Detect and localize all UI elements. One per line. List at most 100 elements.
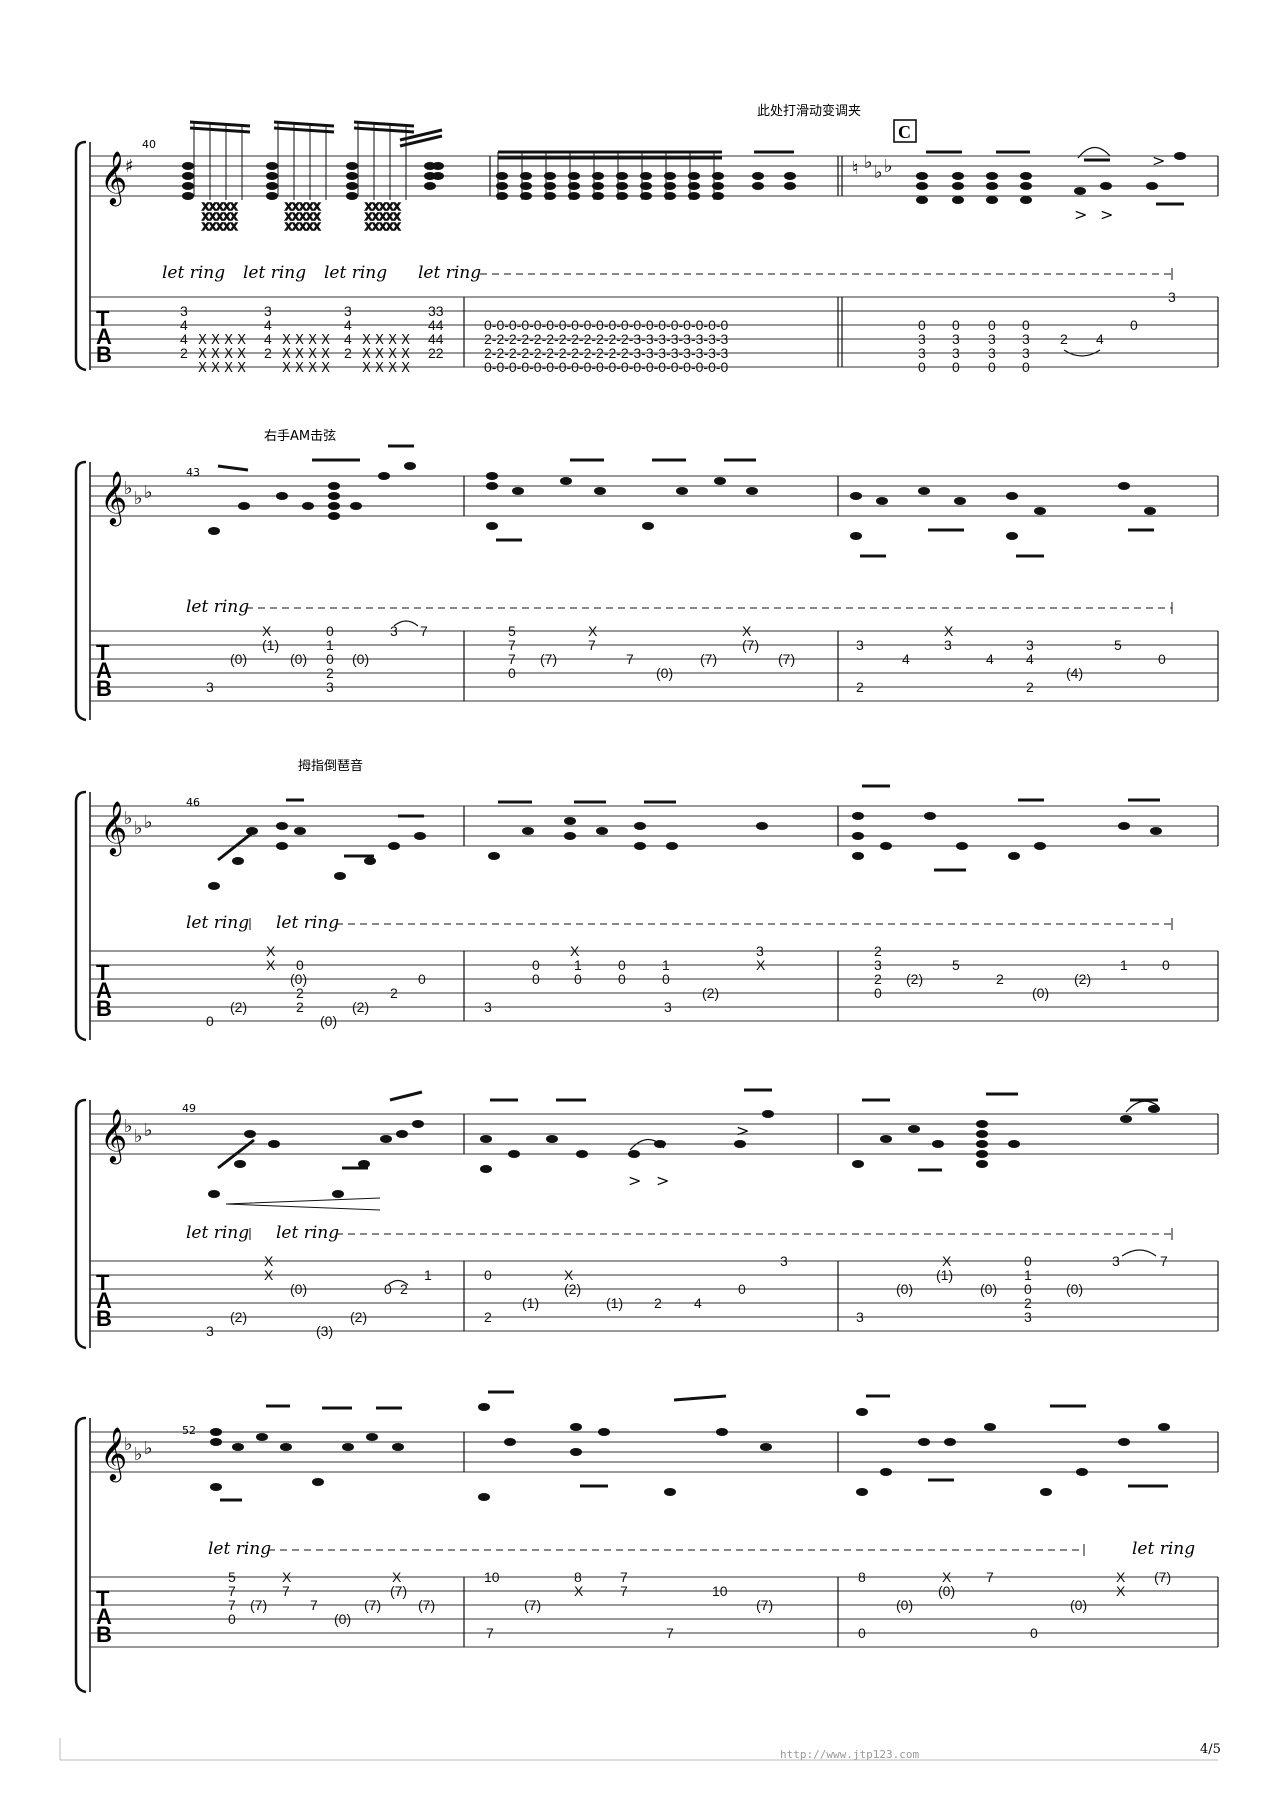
svg-text:xxxxx: xxxxx: [202, 209, 238, 223]
svg-text:4: 4: [180, 317, 188, 333]
tab-label: A: [96, 1288, 112, 1313]
tab-label: T: [96, 1270, 110, 1295]
svg-text:0: 0: [228, 1611, 236, 1627]
svg-text:X: X: [942, 1253, 952, 1269]
svg-text:X X X X: X X X X: [282, 361, 330, 376]
svg-text:X: X: [264, 1253, 274, 1269]
measure-number: 46: [186, 796, 200, 809]
tab-label: B: [96, 1622, 112, 1647]
svg-text:5: 5: [952, 957, 960, 973]
accent-icon: >: [1074, 205, 1087, 224]
svg-text:X: X: [564, 1267, 574, 1283]
svg-text:0: 0: [618, 971, 626, 987]
svg-text:(0): (0): [230, 651, 247, 667]
svg-text:7: 7: [228, 1597, 236, 1613]
flat-icon: ♭: [144, 482, 153, 503]
svg-text:2: 2: [344, 345, 352, 361]
svg-text:3: 3: [856, 637, 864, 653]
tab-label: B: [96, 996, 112, 1021]
svg-text:(4): (4): [1066, 665, 1083, 681]
system-4: 𝄞 ♭ ♭ ♭ 49 > > > let ring let ring: [74, 1088, 1219, 1350]
svg-text:4: 4: [902, 651, 910, 667]
treble-clef-icon: 𝄞: [100, 800, 127, 856]
svg-text:1: 1: [1120, 957, 1128, 973]
svg-text:0: 0: [1158, 651, 1166, 667]
svg-text:4: 4: [986, 651, 994, 667]
svg-text:2: 2: [390, 985, 398, 1001]
svg-text:0: 0: [326, 623, 334, 639]
tab-label: A: [96, 658, 112, 683]
svg-text:(0): (0): [980, 1281, 997, 1297]
svg-text:22: 22: [428, 345, 444, 361]
svg-text:X: X: [756, 957, 766, 973]
svg-text:7: 7: [666, 1625, 674, 1641]
source-url: http://www.jtp123.com: [780, 1748, 919, 1761]
svg-text:(7): (7): [364, 1597, 381, 1613]
tab-label: B: [96, 1306, 112, 1331]
svg-text:2-2-2-2-2-2-2-2-2-2-2-2-3-3-3-: 2-2-2-2-2-2-2-2-2-2-2-2-3-3-3-3-3-3-3-3: [484, 331, 729, 347]
svg-text:2: 2: [264, 345, 272, 361]
page-number: 4/5: [1200, 1742, 1221, 1757]
svg-text:1: 1: [1024, 1267, 1032, 1283]
let-ring-label: let ring: [243, 263, 306, 283]
svg-text:0: 0: [738, 1281, 746, 1297]
svg-text:4: 4: [694, 1295, 702, 1311]
svg-text:3: 3: [1022, 331, 1030, 347]
flat-icon: ♭: [144, 1120, 153, 1141]
svg-text:(0): (0): [352, 651, 369, 667]
let-ring-label: let ring: [276, 913, 339, 933]
svg-text:0: 0: [1162, 957, 1170, 973]
svg-text:0: 0: [988, 317, 996, 333]
accent-icon: >: [1100, 205, 1113, 224]
svg-text:(0): (0): [656, 665, 673, 681]
svg-text:(2): (2): [702, 985, 719, 1001]
svg-text:X X X X: X X X X: [282, 347, 330, 362]
svg-text:(1): (1): [262, 637, 279, 653]
svg-text:2: 2: [1060, 331, 1068, 347]
svg-text:1: 1: [574, 957, 582, 973]
svg-text:X: X: [264, 1267, 274, 1283]
svg-text:0: 0: [326, 651, 334, 667]
svg-text:3: 3: [780, 1253, 788, 1269]
svg-text:3: 3: [918, 345, 926, 361]
treble-clef-icon: 𝄞: [100, 470, 127, 526]
svg-text:X X X X: X X X X: [198, 361, 246, 376]
system-5: 𝄞 ♭ ♭ ♭ 52 let ring let ring: [74, 1390, 1219, 1694]
let-ring-label: let ring: [324, 263, 387, 283]
svg-text:3: 3: [206, 1323, 214, 1339]
svg-text:0: 0: [574, 971, 582, 987]
svg-text:2: 2: [1026, 679, 1034, 695]
svg-text:X: X: [944, 623, 954, 639]
svg-text:0-0-0-0-0-0-0-0-0-0-0-0-0-0-0-: 0-0-0-0-0-0-0-0-0-0-0-0-0-0-0-0-0-0-0-0: [484, 359, 729, 375]
svg-text:4: 4: [264, 317, 272, 333]
svg-text:3: 3: [326, 679, 334, 695]
tab-label: T: [96, 1586, 110, 1611]
let-ring-label: let ring: [418, 263, 481, 283]
svg-text:(7): (7): [540, 651, 557, 667]
svg-text:7: 7: [228, 1583, 236, 1599]
svg-text:xxxxx: xxxxx: [365, 209, 401, 223]
svg-text:X: X: [282, 1569, 292, 1585]
svg-text:10: 10: [484, 1569, 500, 1585]
svg-text:(7): (7): [700, 651, 717, 667]
svg-text:X X X X: X X X X: [362, 333, 410, 348]
svg-text:3: 3: [180, 303, 188, 319]
svg-text:(0): (0): [290, 1281, 307, 1297]
svg-text:0: 0: [1022, 359, 1030, 375]
svg-text:xxxxx: xxxxx: [285, 199, 321, 213]
treble-clef-icon: 𝄞: [100, 150, 127, 206]
svg-text:(1): (1): [936, 1267, 953, 1283]
svg-text:X: X: [266, 943, 276, 959]
svg-text:1: 1: [326, 637, 334, 653]
capo-change-annotation: 此处打滑动变调夹: [757, 103, 861, 119]
svg-text:X: X: [742, 623, 752, 639]
let-ring-label: let ring: [186, 1223, 249, 1243]
svg-text:(0): (0): [1032, 985, 1049, 1001]
svg-text:0-0-0-0-0-0-0-0-0-0-0-0-0-0-0-: 0-0-0-0-0-0-0-0-0-0-0-0-0-0-0-0-0-0-0-0: [484, 317, 729, 333]
svg-text:4: 4: [180, 331, 188, 347]
svg-text:2: 2: [874, 971, 882, 987]
flat-icon: ♭: [144, 1438, 153, 1459]
system-3: 𝄞 ♭ ♭ ♭ 拇指倒琶音 46 let ring let ring: [74, 758, 1219, 1042]
svg-text:0: 0: [206, 1013, 214, 1029]
accent-icon: >: [628, 1171, 641, 1190]
